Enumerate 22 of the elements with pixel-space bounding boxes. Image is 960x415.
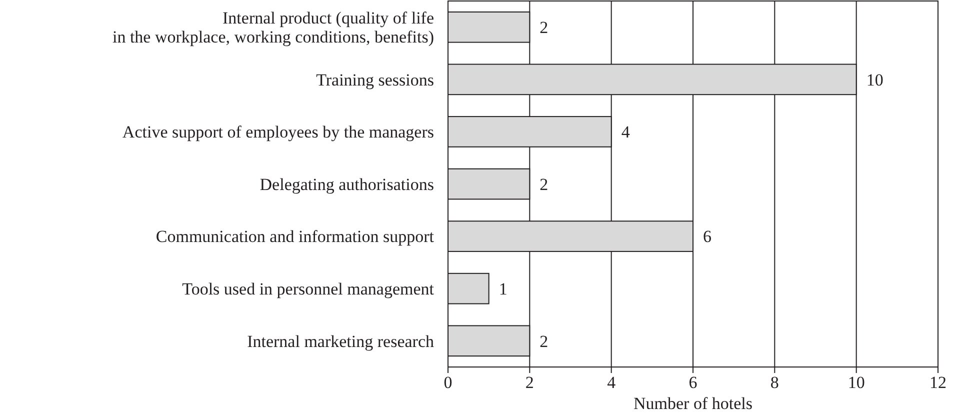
x-axis-title: Number of hotels [634,394,752,413]
y-tick-label: Training sessions [316,70,434,90]
data-label: 1 [498,280,508,299]
data-label: 2 [540,174,548,194]
y-tick-label: Active support of employees by the managers [122,122,434,142]
x-tick-label: 4 [607,373,616,392]
x-tick-label: 0 [444,373,452,392]
y-tick-label: Internal marketing research [247,332,434,351]
y-tick-label: Communication and information support [156,227,434,246]
x-tick-label: 8 [770,373,779,392]
x-tick-label: 2 [525,373,534,392]
x-tick-label: 12 [930,373,946,392]
y-tick-label: Tools used in personnel management [182,280,434,299]
x-tick-label: 10 [848,373,865,392]
x-tick-label: 6 [688,373,698,392]
y-tick-label: Internal product (quality of life in the workplace, working conditions, benefits) [112,8,434,47]
y-tick-label: Delegating authorisations [260,174,434,194]
data-label: 4 [621,122,630,142]
data-label: 6 [703,227,712,246]
data-label: 10 [866,70,884,90]
data-label: 2 [540,332,548,351]
data-label: 2 [540,18,548,38]
